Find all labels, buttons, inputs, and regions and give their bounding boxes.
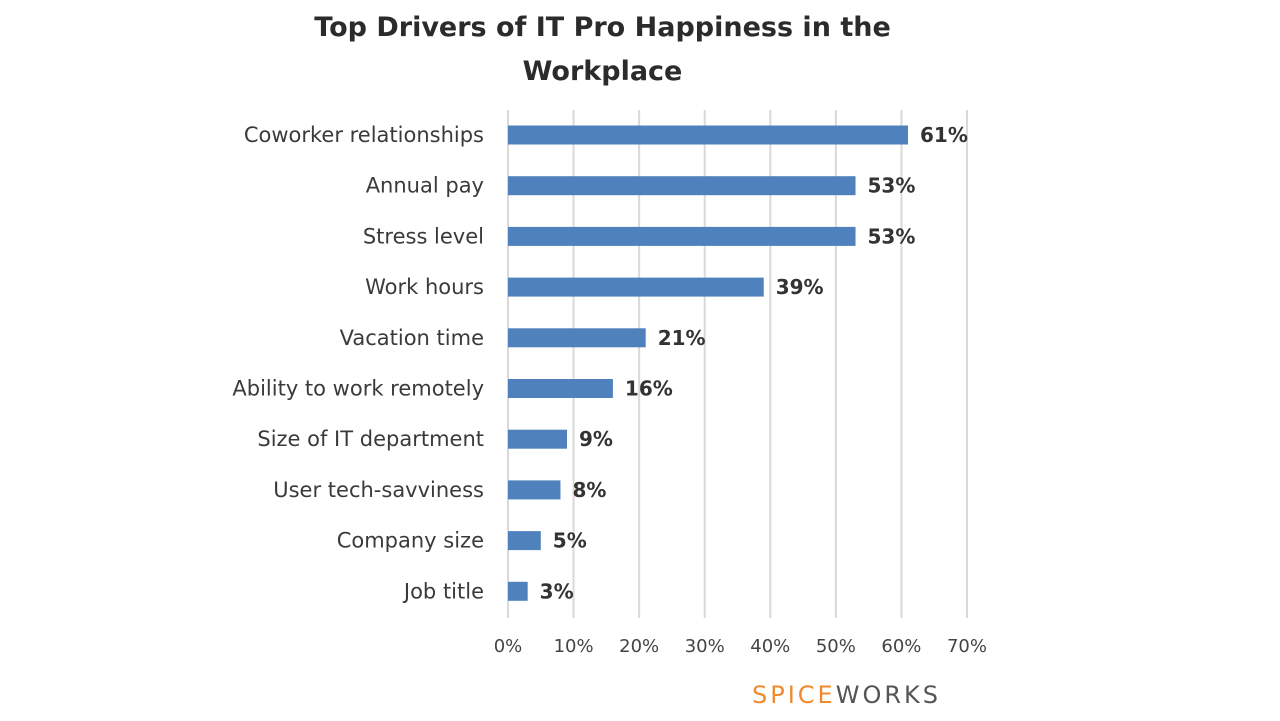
bar: [508, 176, 856, 196]
category-label: Company size: [337, 529, 484, 553]
bar: [508, 480, 561, 500]
category-label: User tech-savviness: [273, 478, 484, 502]
x-tick-label: 30%: [685, 636, 725, 657]
data-label: 9%: [579, 427, 613, 451]
x-tick-label: 20%: [619, 636, 659, 657]
x-tick-label: 40%: [750, 636, 790, 657]
category-label: Work hours: [365, 275, 484, 299]
bar: [508, 531, 541, 551]
bar: [508, 379, 613, 398]
bar: [508, 328, 646, 348]
x-tick-label: 70%: [947, 636, 987, 657]
data-label: 53%: [868, 224, 916, 248]
category-label: Job title: [402, 579, 484, 603]
data-label: 3%: [540, 579, 574, 603]
x-tick-label: 10%: [554, 636, 594, 657]
category-label: Size of IT department: [257, 427, 484, 451]
logo-text-spice: SPICE: [752, 681, 836, 709]
data-label: 61%: [920, 123, 968, 147]
logo-text-works: WORKS: [835, 681, 941, 709]
spiceworks-logo: SPICEWORKS: [752, 680, 941, 710]
category-labels: Coworker relationships Annual pay Stress l…: [232, 123, 484, 603]
x-tick-label: 0%: [494, 636, 523, 657]
bar: [508, 429, 568, 449]
value-labels: 61% 53% 53% 39% 21% 16% 9% 8% 5% 3%: [540, 123, 968, 603]
data-label: 8%: [572, 478, 606, 502]
data-label: 53%: [868, 174, 916, 198]
bar: [508, 277, 764, 297]
category-label: Stress level: [363, 224, 484, 248]
category-label: Coworker relationships: [244, 123, 484, 147]
category-label: Annual pay: [366, 174, 484, 198]
bar: [508, 581, 528, 601]
data-label: 5%: [553, 529, 587, 553]
category-label: Ability to work remotely: [232, 377, 484, 401]
data-label: 21%: [658, 326, 706, 350]
chart-title-line-1: Top Drivers of IT Pro Happiness in the: [314, 12, 891, 43]
x-tick-label: 60%: [881, 636, 921, 657]
x-tick-label: 50%: [816, 636, 856, 657]
chart-title: Top Drivers of IT Pro Happiness in the W…: [0, 6, 1205, 94]
data-label: 39%: [776, 275, 824, 299]
chart-title-line-2: Workplace: [522, 56, 683, 87]
category-label: Vacation time: [340, 326, 484, 350]
data-label: 16%: [625, 377, 673, 401]
bar: [508, 125, 908, 145]
bars: [508, 125, 908, 601]
x-axis-tick-labels: 0% 10% 20% 30% 40% 50% 60% 70%: [494, 636, 987, 657]
bar: [508, 226, 856, 246]
